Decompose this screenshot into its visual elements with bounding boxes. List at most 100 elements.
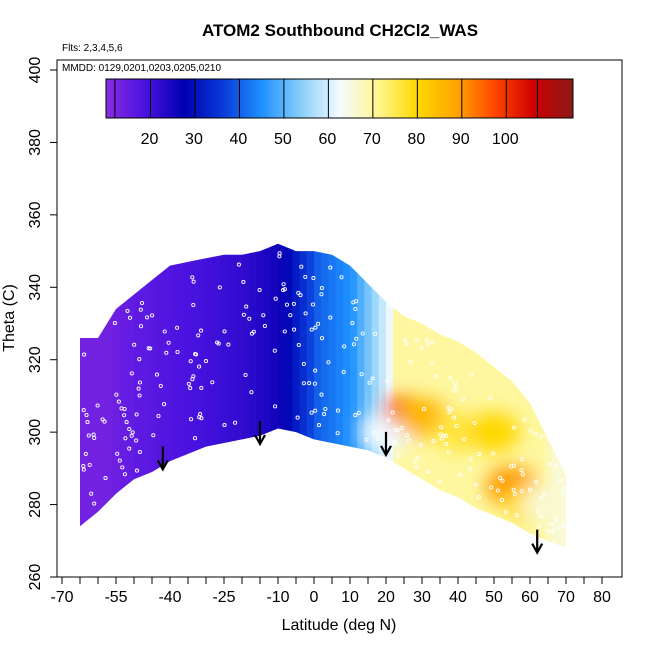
sample-point [175,349,180,355]
arrow-marker [380,431,392,458]
field-cell [98,243,106,549]
sample-point [319,292,324,297]
sample-point [351,300,356,305]
field-cell [105,243,113,549]
colorbar-gradient [105,78,574,119]
sample-point [137,449,142,455]
sample-point [175,325,180,330]
field-cell [263,243,272,549]
sample-point [119,406,124,411]
sample-point [127,315,133,320]
field-cell [119,243,128,549]
field-cell [494,243,502,549]
sample-point [546,529,551,534]
field-cell [566,70,574,577]
arrow-markers [156,421,544,555]
field-cell [393,243,401,549]
sample-point [390,410,395,415]
sample-point [146,346,151,351]
sample-point [375,437,380,442]
sample-point [404,342,409,347]
x-tick-label: -25 [212,589,235,606]
sample-point [489,485,494,490]
sample-point [125,308,130,313]
colorbar-tick-label: 100 [492,131,519,148]
sample-point [319,285,324,291]
sample-point [299,264,304,269]
sample-point [102,419,107,424]
field-cell [126,243,135,549]
sample-point [430,340,435,345]
sample-point [137,357,142,362]
colorbar: 20 30 40 50 60 70 80 90 100 [105,78,574,148]
sample-point [561,490,566,495]
sample-point [247,316,252,321]
sample-point [514,513,519,518]
sample-point [89,491,94,496]
sample-point [359,372,364,377]
x-tick-label: 70 [557,589,575,606]
field-cell [155,243,164,549]
sample-point [282,329,287,334]
y-tick-label: 280 [27,491,44,518]
sample-point [323,406,328,412]
sample-point [419,346,424,351]
sample-point [439,425,444,430]
sample-point [468,467,473,472]
sample-point [433,374,438,379]
x-axis: -70 -55 -40 -25 -10 0 10 20 30 40 50 60 70 80 [50,577,611,606]
sample-point [124,420,129,425]
field-cell [285,243,293,549]
sample-point [222,423,227,428]
sample-point [460,397,466,402]
x-tick-label: 30 [413,589,431,606]
sample-point [129,433,134,438]
sample-point [522,417,527,422]
field-cell [227,243,236,549]
sample-point [139,300,145,306]
sample-point [310,302,316,307]
sample-point [500,478,505,483]
x-tick-label: -10 [266,589,289,606]
chart-title: ATOM2 Southbound CH2Cl2_WAS [202,21,478,40]
sample-point [509,464,514,469]
sample-point [84,413,89,418]
field-cell [443,243,452,549]
colorbar-tick-label: 40 [230,131,248,148]
sample-point [303,311,308,316]
sample-point [292,327,297,332]
sample-point [447,410,452,415]
x-tick-label: -70 [50,589,73,606]
field-cell [270,243,279,549]
field-cell [141,243,149,549]
sample-point [550,528,555,533]
sample-point [82,352,87,357]
field-cell [508,243,517,549]
sample-point [418,443,423,448]
sample-point [307,381,312,386]
field-cell [206,243,214,549]
y-tick-label: 340 [27,274,44,301]
y-tick-label: 360 [27,201,44,228]
colorbar-tick-label: 70 [363,131,381,148]
sample-point [557,525,562,530]
sample-point [95,403,100,408]
sample-point [408,360,413,365]
sample-point [554,463,559,468]
sample-point [309,327,314,332]
sample-point [251,329,256,334]
sample-point [272,348,277,353]
field-cell [306,243,315,549]
sample-point [560,477,565,483]
sample-point [535,509,541,514]
field-cell [314,243,322,549]
field-cell [184,243,193,549]
sample-point [360,331,365,336]
sample-point [328,265,333,270]
y-tick-label: 400 [27,57,44,84]
sample-point [495,488,500,493]
sample-point [430,360,435,366]
sample-point [190,377,195,382]
sample-point [156,413,161,419]
